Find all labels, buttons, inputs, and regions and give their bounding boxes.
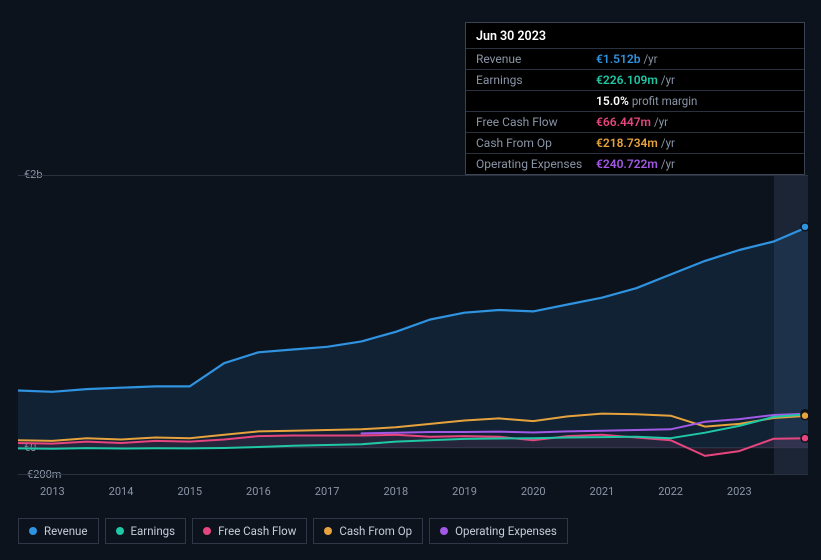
tooltip-value: €66.447m xyxy=(596,115,651,129)
legend-item[interactable]: Operating Expenses xyxy=(429,518,568,544)
legend-dot-icon xyxy=(203,527,211,535)
legend-label: Earnings xyxy=(131,524,176,538)
tooltip-row: Cash From Op€218.734m/yr xyxy=(466,132,804,153)
tooltip-suffix: profit margin xyxy=(632,94,698,108)
x-tick-label: 2019 xyxy=(452,485,477,498)
legend-item[interactable]: Free Cash Flow xyxy=(192,518,307,544)
tooltip-row: Free Cash Flow€66.447m/yr xyxy=(466,111,804,132)
x-tick-label: 2023 xyxy=(727,485,752,498)
tooltip-row: 15.0%profit margin xyxy=(466,90,804,111)
legend-item[interactable]: Revenue xyxy=(18,518,99,544)
x-tick-label: 2014 xyxy=(109,485,134,498)
legend-label: Free Cash Flow xyxy=(218,524,296,538)
tooltip-value: €218.734m xyxy=(596,136,658,150)
tooltip-label: Operating Expenses xyxy=(476,157,596,171)
x-tick-label: 2020 xyxy=(521,485,546,498)
legend-dot-icon xyxy=(324,527,332,535)
tooltip-label: Free Cash Flow xyxy=(476,115,596,129)
legend-label: Cash From Op xyxy=(339,524,412,538)
tooltip-row: Revenue€1.512b/yr xyxy=(466,48,804,69)
x-tick-label: 2015 xyxy=(177,485,202,498)
x-tick-label: 2022 xyxy=(658,485,683,498)
tooltip-suffix: /yr xyxy=(661,73,675,87)
tooltip-date: Jun 30 2023 xyxy=(466,23,804,48)
tooltip-suffix: /yr xyxy=(661,136,675,150)
tooltip-value: 15.0% xyxy=(596,94,629,108)
tooltip-label: Revenue xyxy=(476,52,596,66)
tooltip-value: €226.109m xyxy=(596,73,658,87)
x-tick-label: 2017 xyxy=(315,485,340,498)
tooltip-suffix: /yr xyxy=(661,157,675,171)
x-tick-label: 2013 xyxy=(40,485,65,498)
legend-item[interactable]: Cash From Op xyxy=(313,518,423,544)
legend-item[interactable]: Earnings xyxy=(105,518,187,544)
tooltip-label: Cash From Op xyxy=(476,136,596,150)
x-tick-label: 2018 xyxy=(383,485,408,498)
x-tick-label: 2021 xyxy=(590,485,615,498)
tooltip-value: €1.512b xyxy=(596,52,640,66)
chart-legend: Revenue Earnings Free Cash Flow Cash From O… xyxy=(18,518,568,544)
tooltip-row: Earnings€226.109m/yr xyxy=(466,69,804,90)
tooltip-value: €240.722m xyxy=(596,157,658,171)
tooltip-suffix: /yr xyxy=(654,115,668,129)
financials-chart xyxy=(18,175,808,475)
legend-dot-icon xyxy=(29,527,37,535)
chart-tooltip: Jun 30 2023 Revenue€1.512b/yrEarnings€22… xyxy=(465,22,805,175)
legend-label: Operating Expenses xyxy=(455,524,557,538)
x-tick-label: 2016 xyxy=(246,485,271,498)
tooltip-row: Operating Expenses€240.722m/yr xyxy=(466,153,804,174)
tooltip-suffix: /yr xyxy=(643,52,657,66)
legend-dot-icon xyxy=(116,527,124,535)
tooltip-label: Earnings xyxy=(476,73,596,87)
legend-dot-icon xyxy=(440,527,448,535)
legend-label: Revenue xyxy=(44,524,88,538)
